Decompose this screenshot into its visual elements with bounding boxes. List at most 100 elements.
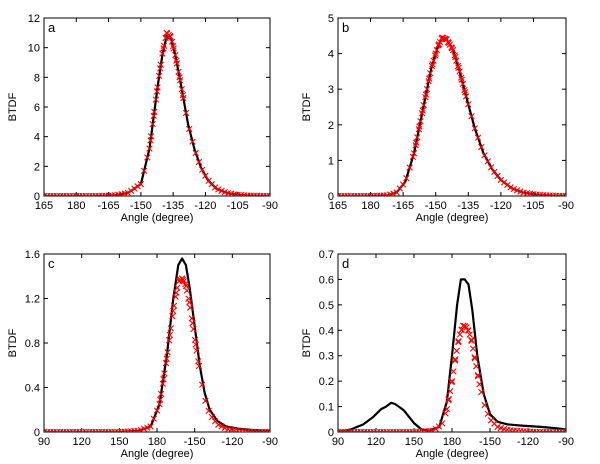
series-marker [481, 152, 488, 159]
y-tick-label: 2 [328, 120, 334, 132]
series-marker [562, 428, 566, 432]
series-marker [161, 370, 168, 377]
axes-box [337, 17, 567, 197]
series-marker [458, 74, 465, 81]
series-marker [468, 337, 475, 345]
panel-a: 0 2 4 6 8 10 12 165 180 -165 -150 -135 -120 -105 -90 An… [7, 13, 278, 224]
series-marker [174, 284, 181, 291]
series-marker [459, 80, 467, 88]
series-marker [432, 425, 439, 432]
x-tick-label: -165 [392, 200, 414, 212]
x-axis-label: Angle (degree) [121, 212, 194, 224]
series-marker [234, 427, 241, 432]
y-tick-label: 0.2 [319, 376, 334, 388]
series-marker [448, 377, 456, 385]
series-marker [478, 143, 485, 151]
series-marker [231, 426, 238, 432]
series-marker [186, 125, 193, 133]
series-marker [461, 86, 468, 94]
series-marker [199, 381, 206, 388]
panel-letter: a [48, 20, 56, 35]
x-tick-label: -150 [184, 436, 206, 448]
series-marker [445, 396, 452, 404]
series-marker [134, 183, 141, 190]
series-marker [127, 187, 135, 194]
series-marker [240, 428, 248, 432]
x-tick-label: -105 [227, 200, 249, 212]
series-marker [244, 428, 251, 432]
y-tick-label: 12 [28, 13, 40, 25]
series-marker [445, 395, 452, 403]
y-tick-label: 0.8 [25, 338, 40, 350]
series-marker [476, 381, 483, 388]
series-marker [168, 38, 176, 45]
series-marker [500, 179, 508, 186]
series-marker [170, 45, 177, 52]
series-marker [189, 138, 196, 145]
series-marker [190, 325, 197, 333]
y-tick-label: 0.3 [319, 351, 334, 363]
series-marker [473, 363, 480, 370]
series-marker [439, 420, 446, 427]
series-marker [218, 423, 225, 430]
x-tick-label: -90 [558, 200, 574, 212]
x-tick-label: 165 [35, 200, 53, 212]
series-marker [167, 325, 174, 332]
series-marker [463, 324, 470, 331]
series-marker [443, 405, 451, 413]
series-marker [409, 153, 417, 161]
x-axis-label: Angle (degree) [416, 448, 489, 460]
series-marker [155, 72, 163, 80]
x-tick-label: 150 [110, 436, 128, 448]
plot-area [338, 278, 566, 432]
series-marker [131, 185, 138, 192]
series-marker [431, 52, 439, 59]
series-marker [469, 345, 477, 352]
x-tick-label: -135 [162, 200, 184, 212]
y-tick-label: 0.4 [25, 383, 40, 395]
series-marker [195, 158, 203, 166]
plot-area [44, 29, 270, 196]
series-marker [484, 158, 492, 165]
x-tick-label: 180 [361, 200, 379, 212]
axes-box [43, 253, 271, 433]
x-tick-label: -120 [221, 436, 243, 448]
series-marker [160, 42, 168, 50]
panel-d: 0 0.1 0.2 0.3 0.4 0.5 0.6 0.7 90 120 150 180 -150 -12… [301, 249, 574, 460]
series-marker [497, 176, 505, 184]
y-tick-label: 0.5 [319, 300, 334, 312]
series-marker [510, 185, 518, 193]
x-tick-label: -120 [517, 436, 539, 448]
series-marker [562, 192, 566, 196]
series-marker [456, 331, 464, 338]
series-marker [462, 93, 470, 100]
x-tick-label: -150 [425, 200, 447, 212]
series-marker [507, 426, 514, 432]
y-tick-label: 0 [34, 427, 40, 439]
series-marker [176, 77, 184, 84]
series-marker [192, 149, 199, 157]
series-marker [510, 427, 518, 432]
series-marker [418, 110, 426, 117]
series-marker [450, 368, 457, 375]
x-tick-label: -135 [457, 200, 479, 212]
series-marker [414, 134, 421, 141]
series-marker [175, 68, 182, 75]
series-marker [159, 380, 166, 387]
series-marker [452, 356, 459, 363]
x-tick-label: 120 [72, 436, 90, 448]
y-tick-label: 1 [328, 155, 334, 167]
x-tick-label: -120 [490, 200, 512, 212]
x-tick-label: 165 [329, 200, 347, 212]
x-tick-label: 150 [405, 436, 423, 448]
series-marker [182, 109, 190, 117]
series-marker [154, 84, 161, 91]
y-tick-label: 4 [34, 132, 40, 144]
series-marker [166, 337, 173, 344]
series-marker [433, 46, 440, 54]
panel-c: 0 0.4 0.8 1.2 1.6 90 120 150 180 -150 -120 -90 Angle… [7, 249, 278, 460]
y-tick-label: 0.4 [319, 325, 334, 337]
series-marker [456, 68, 463, 75]
x-tick-label: 180 [67, 200, 85, 212]
